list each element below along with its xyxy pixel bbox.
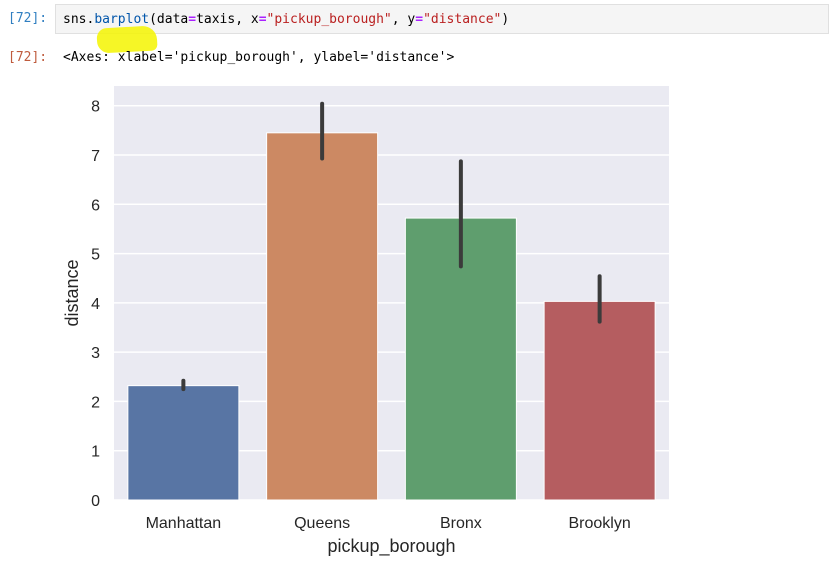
x-tick-label: Manhattan	[146, 515, 222, 532]
y-tick-label: 0	[91, 493, 100, 510]
y-tick-label: 2	[91, 394, 100, 411]
y-axis-label: distance	[62, 259, 82, 326]
code-operator: =	[415, 12, 424, 27]
code-arg: taxis, x	[196, 12, 259, 27]
y-tick-label: 6	[91, 197, 100, 214]
y-tick-label: 5	[91, 247, 100, 264]
code-open: (data	[149, 12, 189, 27]
x-tick-label: Queens	[294, 515, 350, 532]
x-axis-label: pickup_borough	[327, 536, 455, 557]
y-tick-label: 4	[91, 296, 100, 313]
code-close: )	[501, 12, 510, 27]
code-module: sns.	[63, 12, 95, 27]
y-tick-label: 3	[91, 345, 100, 362]
y-tick-label: 7	[91, 148, 100, 165]
bar	[266, 132, 379, 501]
x-tick-label: Bronx	[440, 515, 482, 532]
code-string: "pickup_borough"	[266, 12, 392, 27]
input-prompt: [72]:	[8, 11, 48, 26]
output-prompt: [72]:	[8, 50, 48, 65]
code-line[interactable]: sns.barplot(data=taxis, x="pickup_boroug…	[63, 11, 509, 29]
x-tick-label: Brooklyn	[569, 515, 631, 532]
bar	[127, 385, 240, 501]
code-operator: =	[258, 12, 267, 27]
code-input-area[interactable]: sns.barplot(data=taxis, x="pickup_boroug…	[55, 4, 829, 34]
y-tick-label: 1	[91, 444, 100, 461]
code-function: barplot	[94, 12, 150, 27]
y-tick-label: 8	[91, 99, 100, 116]
code-operator: =	[188, 12, 197, 27]
bar	[543, 300, 656, 501]
output-repr: <Axes: xlabel='pickup_borough', ylabel='…	[63, 50, 455, 65]
code-arg: , y	[391, 12, 416, 27]
code-string: "distance"	[423, 12, 502, 27]
